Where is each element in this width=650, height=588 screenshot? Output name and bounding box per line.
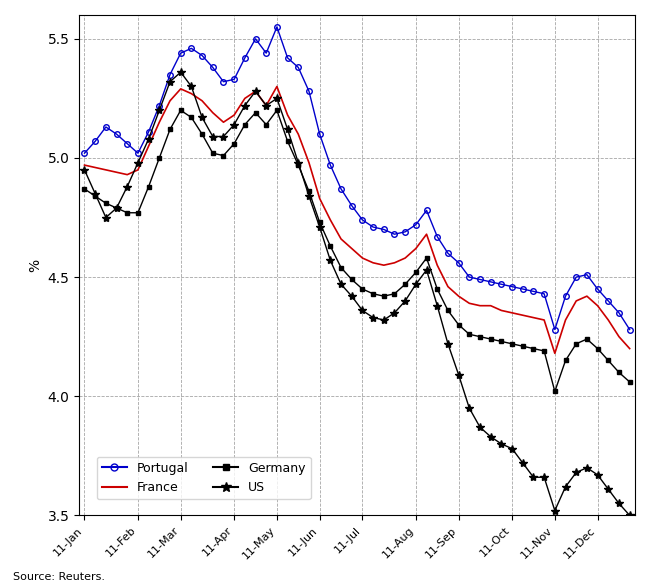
Y-axis label: %: % [28, 259, 42, 272]
Legend: Portugal, France, Germany, US: Portugal, France, Germany, US [96, 457, 311, 499]
Text: Source: Reuters.: Source: Reuters. [13, 572, 105, 582]
